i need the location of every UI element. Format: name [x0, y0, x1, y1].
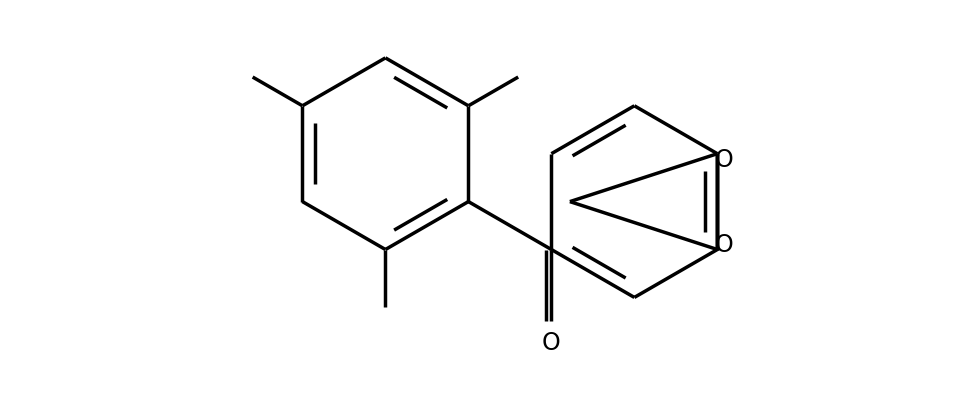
Text: O: O [714, 148, 733, 172]
Text: O: O [542, 330, 560, 355]
Text: O: O [714, 232, 733, 256]
